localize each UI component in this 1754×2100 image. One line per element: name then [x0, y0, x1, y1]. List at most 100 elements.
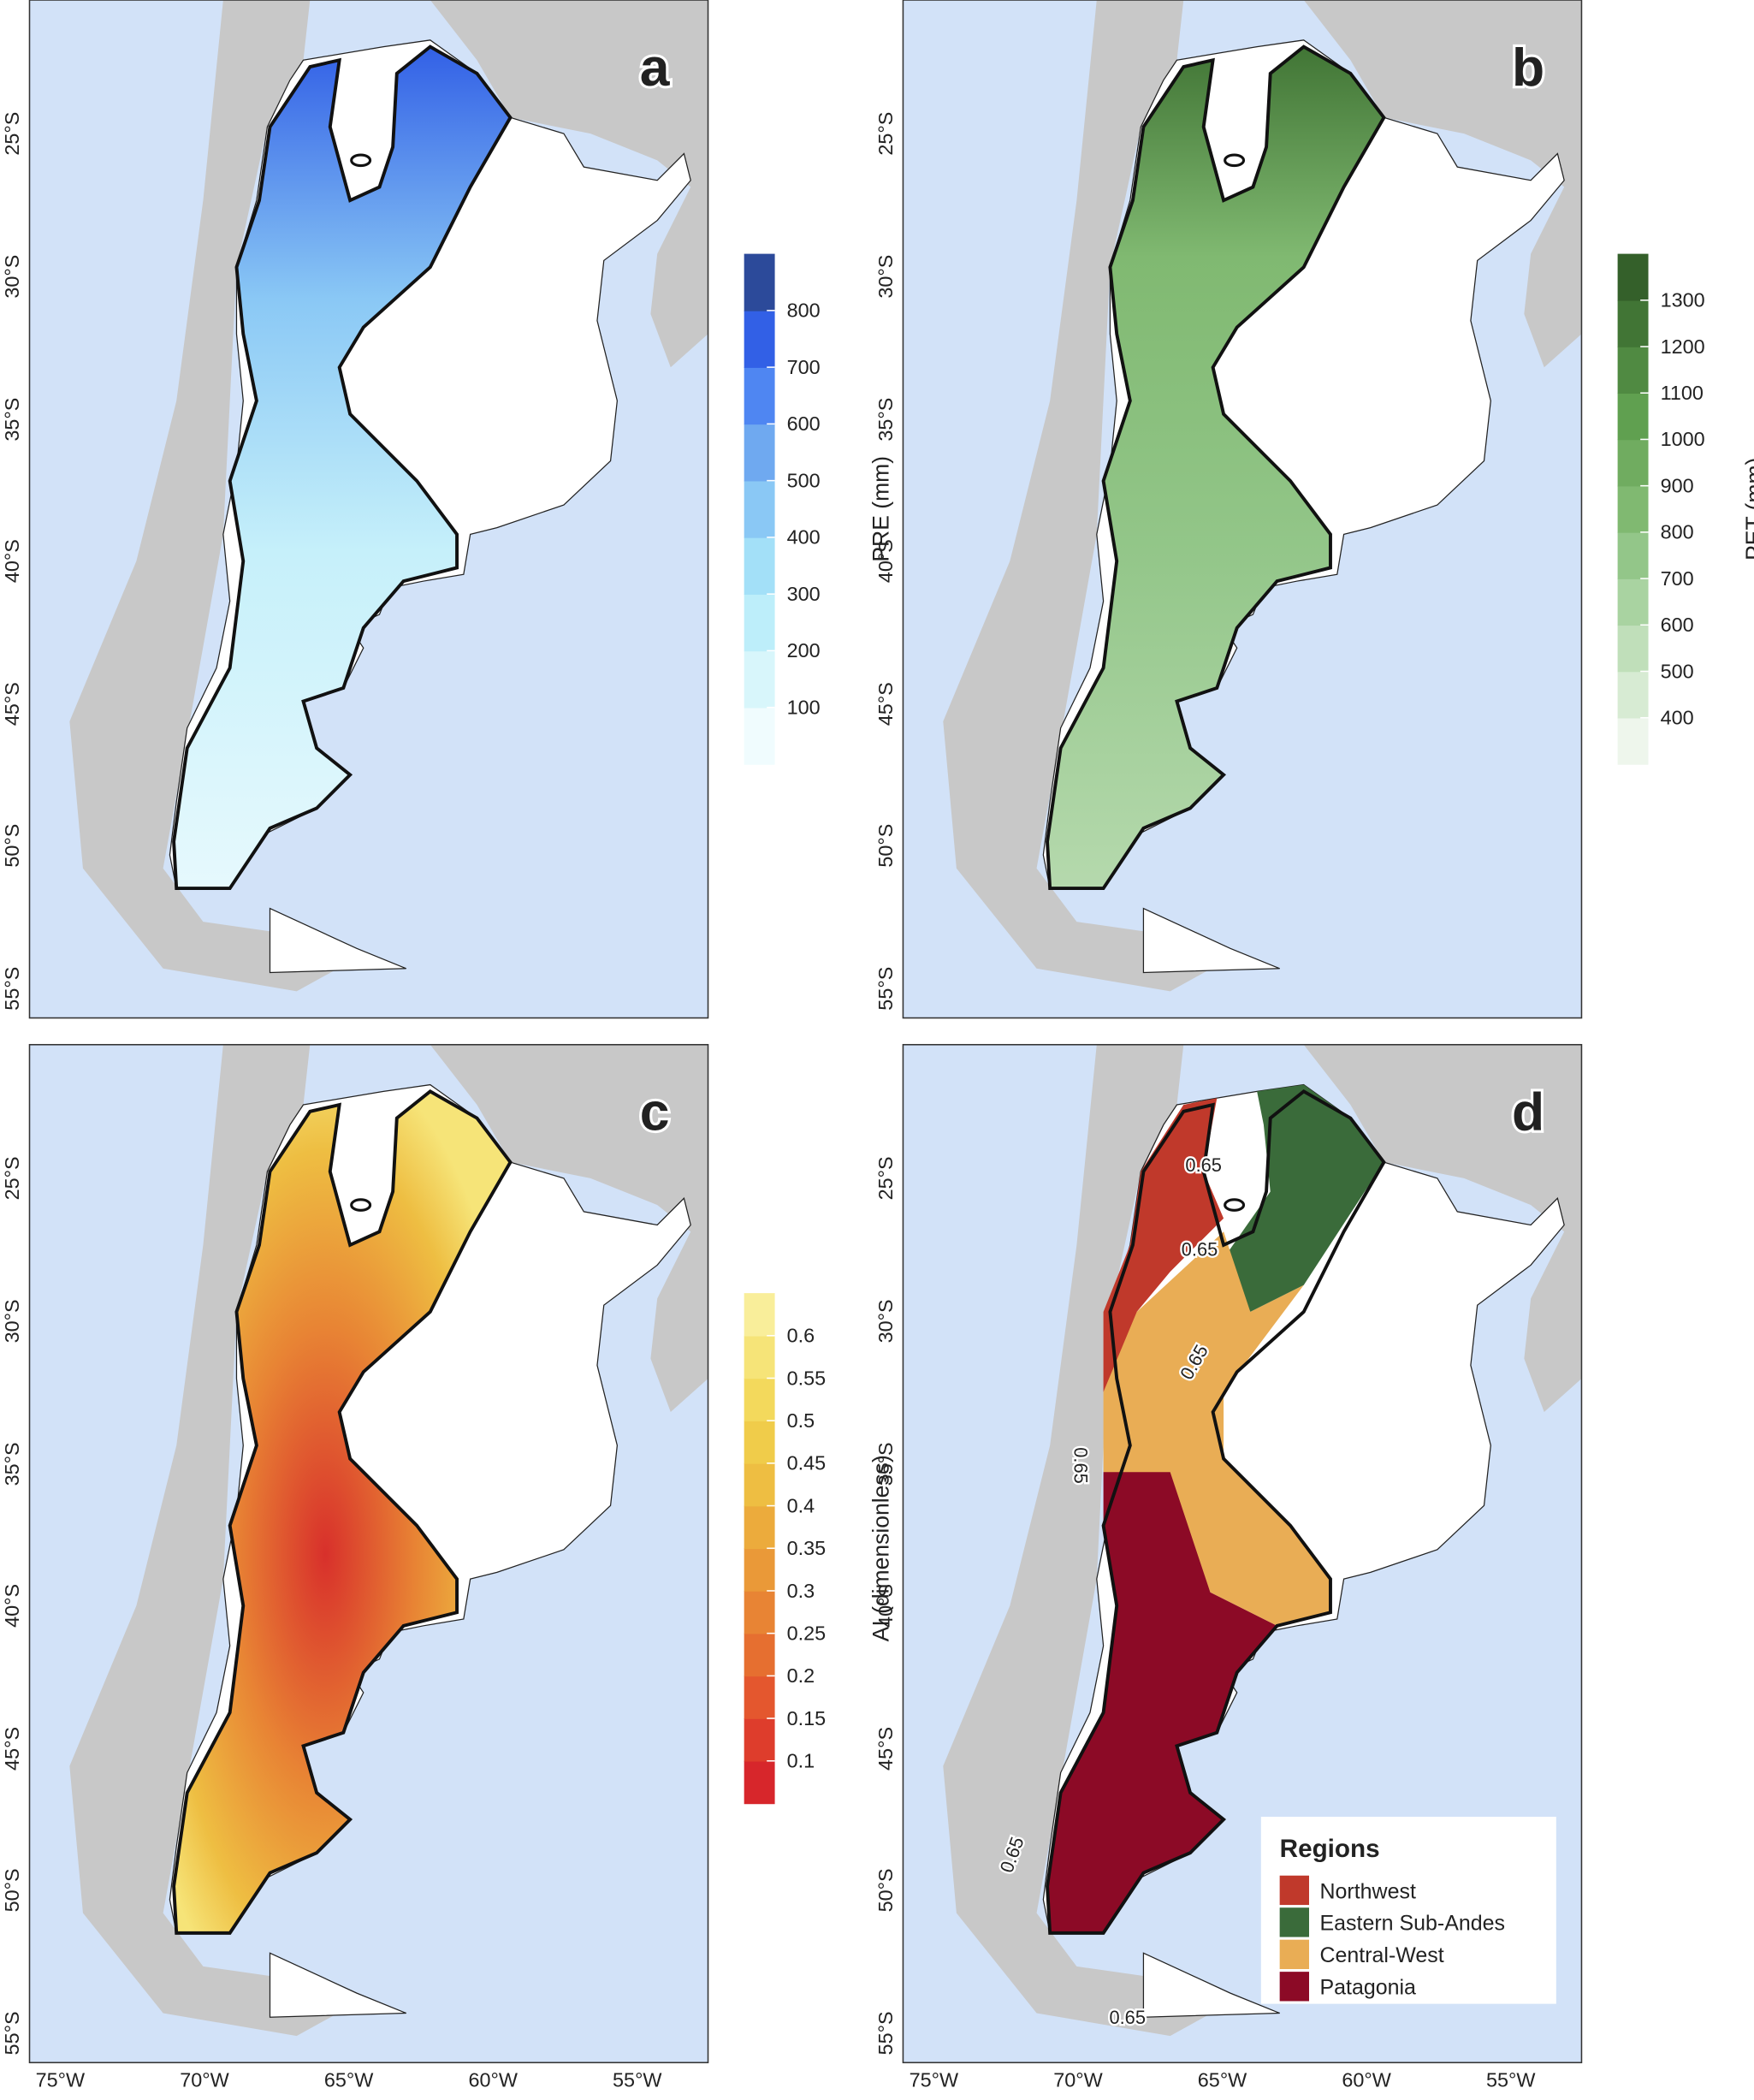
land-west — [943, 1044, 1224, 2037]
colorbar-tick-label: 0.5 — [787, 1409, 815, 1432]
drylands-boundary — [1046, 44, 1386, 891]
colorbar-tick-label: 200 — [787, 639, 821, 661]
panel-frame — [28, 0, 709, 1019]
colorbar-band — [744, 537, 775, 595]
region-area — [1224, 1084, 1384, 1312]
legend-swatch — [1279, 1972, 1310, 2002]
colorbar-band — [1617, 439, 1649, 487]
drylands-boundary — [172, 1089, 513, 1935]
colorbar-band — [744, 480, 775, 538]
panel-letter: a — [640, 38, 671, 98]
colorbar-title: PRE (mm) — [868, 456, 893, 562]
colorbar-tick-label: 0.3 — [787, 1580, 815, 1602]
contour-label: 0.65 — [1182, 1238, 1218, 1260]
colorbar-tick-label: 400 — [1661, 707, 1694, 729]
tierra-del-fuego — [1142, 1952, 1280, 2018]
drylands-field — [174, 46, 511, 889]
region-area — [1103, 1098, 1224, 1392]
lat-label: 30°S — [874, 1299, 897, 1343]
lat-label: 45°S — [874, 1727, 897, 1771]
colorbar-tick-label: 900 — [1661, 474, 1694, 496]
colorbar-title: PET (mm) — [1741, 458, 1754, 561]
colorbar-tick-label: 700 — [787, 356, 821, 378]
colorbar-tick-label: 0.4 — [787, 1494, 815, 1516]
colorbar-band — [744, 1505, 775, 1550]
legend-label: Eastern Sub-Andes — [1319, 1912, 1505, 1936]
contour-label: 0.65 — [1185, 1154, 1222, 1176]
lon-label: 75°W — [36, 2068, 86, 2091]
colorbar-tick-label: 700 — [1661, 567, 1694, 590]
lat-label: 35°S — [1, 1442, 23, 1486]
contour-label: 0.65 — [1109, 2007, 1146, 2028]
lon-label: 55°W — [1486, 2068, 1536, 2091]
colorbar-tick-label: 1000 — [1661, 428, 1705, 450]
colorbar-band — [1617, 347, 1649, 394]
lat-label: 50°S — [1, 1868, 23, 1912]
colorbar-band — [744, 253, 775, 311]
colorbar-band — [1617, 393, 1649, 441]
colorbar-tick-label: 800 — [787, 300, 821, 322]
lat-label: 25°S — [874, 112, 897, 156]
colorbar-tick-label: 1300 — [1661, 289, 1705, 311]
map-panel: d — [902, 1043, 1583, 2064]
colorbar-band — [744, 424, 775, 482]
colorbar-tick-label: 0.35 — [787, 1537, 827, 1559]
legend-swatch — [1279, 1939, 1310, 1970]
lake — [350, 153, 372, 168]
colorbar-band — [1617, 717, 1649, 765]
colorbar-band — [744, 1590, 775, 1634]
panel-frame — [902, 1043, 1583, 2064]
panel-frame — [902, 0, 1583, 1019]
land-northeast — [430, 0, 708, 368]
lat-label: 45°S — [1, 1727, 23, 1771]
colorbar-tick-label: 1100 — [1661, 382, 1704, 404]
colorbar-band — [744, 1548, 775, 1592]
colorbar-band — [744, 1421, 775, 1464]
colorbar-band — [744, 594, 775, 652]
lat-label: 35°S — [874, 1442, 897, 1486]
colorbar-tick-label: 0.25 — [787, 1622, 827, 1644]
lat-label: 50°S — [874, 1868, 897, 1912]
panel-letter: d — [1512, 1083, 1544, 1142]
colorbar-tick-label: 600 — [787, 412, 821, 435]
lat-label: 55°S — [1, 2011, 23, 2055]
lat-label: 30°S — [1, 255, 23, 299]
colorbar-tick-label: 300 — [787, 583, 821, 605]
colorbar-band — [1617, 253, 1649, 301]
land-northeast — [1303, 1044, 1582, 1413]
legend-box — [1260, 1817, 1556, 2004]
colorbar-band — [1617, 485, 1649, 533]
colorbar-tick-label: 100 — [787, 696, 821, 718]
lat-label: 40°S — [874, 539, 897, 583]
land-west — [69, 1044, 351, 2037]
lat-label: 30°S — [1, 1299, 23, 1343]
land-northeast — [430, 1044, 708, 1413]
colorbar-band — [1617, 625, 1649, 673]
panel-frame — [28, 1043, 709, 2064]
colorbar-band — [1617, 671, 1649, 719]
colorbar-tick-label: 0.1 — [787, 1750, 815, 1772]
panel-letter: b — [1512, 38, 1544, 98]
lat-label: 25°S — [1, 1156, 23, 1200]
tierra-del-fuego — [269, 907, 406, 974]
lon-label: 65°W — [1198, 2068, 1247, 2091]
lon-label: 60°W — [468, 2068, 518, 2091]
map-panel: a — [28, 0, 709, 1019]
colorbar-band — [744, 1676, 775, 1719]
land-west — [69, 0, 351, 992]
lat-label: 25°S — [1, 112, 23, 156]
colorbar-band — [1617, 300, 1649, 347]
colorbar-band — [744, 1335, 775, 1379]
legend-title: Regions — [1280, 1835, 1380, 1863]
map-panel: b — [902, 0, 1583, 1019]
lake — [1224, 153, 1246, 168]
colorbar-band — [744, 707, 775, 765]
lat-label: 55°S — [1, 967, 23, 1011]
map-panel: c — [28, 1043, 709, 2064]
panel-letter: c — [640, 1083, 670, 1142]
colorbar-band — [744, 310, 775, 368]
lat-label: 45°S — [874, 682, 897, 726]
lat-label: 35°S — [874, 398, 897, 442]
colorbar-band — [744, 1718, 775, 1762]
